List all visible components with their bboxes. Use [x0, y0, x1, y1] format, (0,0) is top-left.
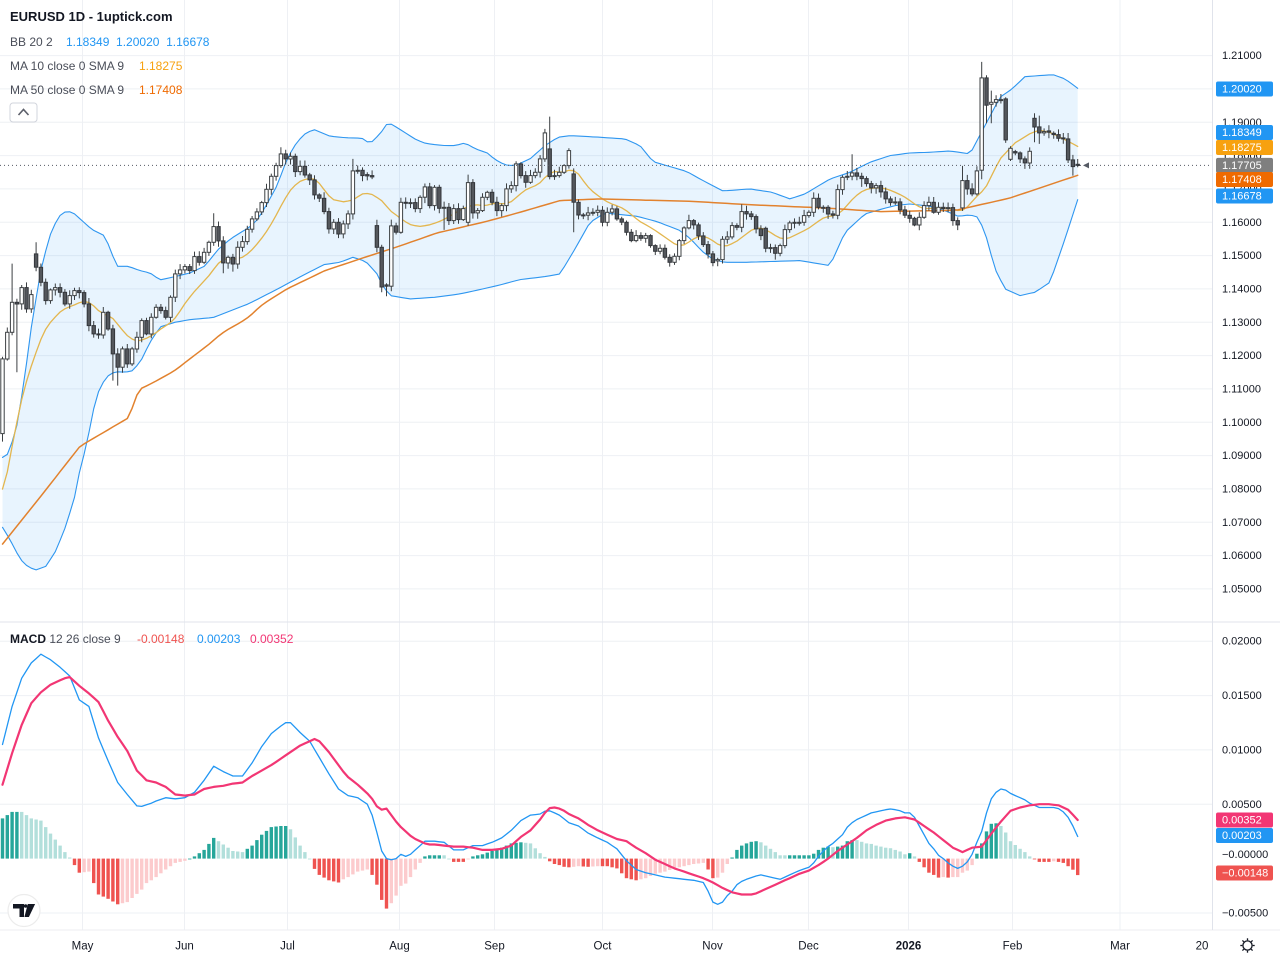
svg-text:2026: 2026 — [896, 941, 922, 953]
svg-text:Jul: Jul — [280, 941, 295, 953]
svg-text:0.01000: 0.01000 — [1222, 744, 1262, 756]
svg-text:MA 10 close 0 SMA 9: MA 10 close 0 SMA 9 — [10, 59, 124, 73]
svg-text:EURUSD 1D - 1uptick.com: EURUSD 1D - 1uptick.com — [10, 9, 173, 24]
svg-text:BB 20 2: BB 20 2 — [10, 35, 53, 49]
svg-text:Aug: Aug — [389, 941, 409, 953]
svg-text:Feb: Feb — [1003, 941, 1023, 953]
svg-text:0.00203: 0.00203 — [197, 632, 241, 646]
svg-text:1.16000: 1.16000 — [1222, 217, 1262, 229]
svg-text:0.00500: 0.00500 — [1222, 799, 1262, 811]
svg-text:Sep: Sep — [484, 941, 504, 953]
svg-text:1.17408: 1.17408 — [1222, 174, 1262, 186]
svg-text:−0.00148: −0.00148 — [1222, 868, 1268, 880]
svg-text:0.00352: 0.00352 — [1222, 815, 1262, 827]
svg-text:1.18349: 1.18349 — [1222, 127, 1262, 139]
svg-text:1.21000: 1.21000 — [1222, 50, 1262, 62]
svg-text:1.18275: 1.18275 — [139, 59, 183, 73]
svg-text:1.14000: 1.14000 — [1222, 283, 1262, 295]
svg-text:1.07000: 1.07000 — [1222, 517, 1262, 529]
svg-text:1.17408: 1.17408 — [139, 83, 183, 97]
svg-text:-0.00148: -0.00148 — [137, 632, 185, 646]
svg-text:20: 20 — [1196, 941, 1209, 953]
svg-text:1.20020: 1.20020 — [1222, 84, 1262, 96]
svg-text:1.17705: 1.17705 — [1222, 160, 1262, 172]
svg-text:0.01500: 0.01500 — [1222, 690, 1262, 702]
svg-text:Oct: Oct — [594, 941, 613, 953]
svg-text:Dec: Dec — [798, 941, 819, 953]
svg-text:1.08000: 1.08000 — [1222, 483, 1262, 495]
svg-text:1.12000: 1.12000 — [1222, 350, 1262, 362]
svg-text:1.06000: 1.06000 — [1222, 550, 1262, 562]
svg-text:Nov: Nov — [702, 941, 723, 953]
svg-text:1.15000: 1.15000 — [1222, 250, 1262, 262]
svg-text:Jun: Jun — [175, 941, 194, 953]
svg-text:May: May — [72, 941, 94, 953]
svg-text:0.00352: 0.00352 — [250, 632, 294, 646]
svg-text:0.00203: 0.00203 — [1222, 830, 1262, 842]
svg-text:1.09000: 1.09000 — [1222, 450, 1262, 462]
svg-text:Mar: Mar — [1110, 941, 1130, 953]
svg-text:−0.00000: −0.00000 — [1222, 849, 1268, 861]
svg-text:1.10000: 1.10000 — [1222, 417, 1262, 429]
svg-text:1.18275: 1.18275 — [1222, 142, 1262, 154]
svg-text:0.02000: 0.02000 — [1222, 636, 1262, 648]
svg-text:1.13000: 1.13000 — [1222, 317, 1262, 329]
svg-text:1.16678: 1.16678 — [1222, 191, 1262, 203]
svg-text:MA 50 close 0 SMA 9: MA 50 close 0 SMA 9 — [10, 83, 124, 97]
svg-text:MACD 12 26 close 9: MACD 12 26 close 9 — [10, 632, 121, 646]
svg-text:1.05000: 1.05000 — [1222, 583, 1262, 595]
svg-text:−0.00500: −0.00500 — [1222, 908, 1268, 920]
svg-text:1.18349 1.20020 1.16678: 1.18349 1.20020 1.16678 — [66, 35, 210, 49]
svg-text:1.11000: 1.11000 — [1222, 383, 1261, 395]
